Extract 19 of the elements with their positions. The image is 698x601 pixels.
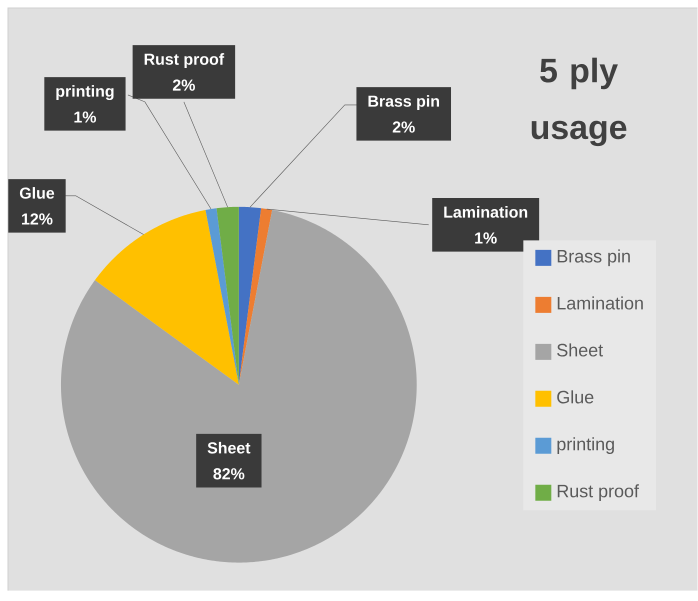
slice-label: Glue: [20, 187, 54, 199]
slice-label: Lamination: [444, 206, 528, 218]
slice-label: Rust proof: [144, 53, 224, 68]
legend-label: Rust proof: [558, 484, 639, 502]
data-label: 2%: [392, 122, 415, 133]
legend-label: Glue: [557, 390, 594, 404]
legend-label: printing: [557, 437, 614, 454]
data-label: 2%: [172, 80, 195, 91]
slice-label: Brass pin: [368, 95, 440, 110]
text: 5 ply usage: [532, 58, 626, 146]
data-label: 1%: [475, 232, 497, 244]
slice-label: printing: [56, 85, 114, 100]
data-label: 82%: [213, 468, 244, 480]
legend-label: Sheet: [557, 344, 604, 357]
legend-label: Brass pin: [558, 250, 630, 266]
legend-label: Lamination: [558, 296, 643, 310]
slice-label: Sheet: [208, 442, 250, 454]
data-label: 12%: [22, 214, 52, 225]
data-label: 1%: [74, 112, 96, 123]
